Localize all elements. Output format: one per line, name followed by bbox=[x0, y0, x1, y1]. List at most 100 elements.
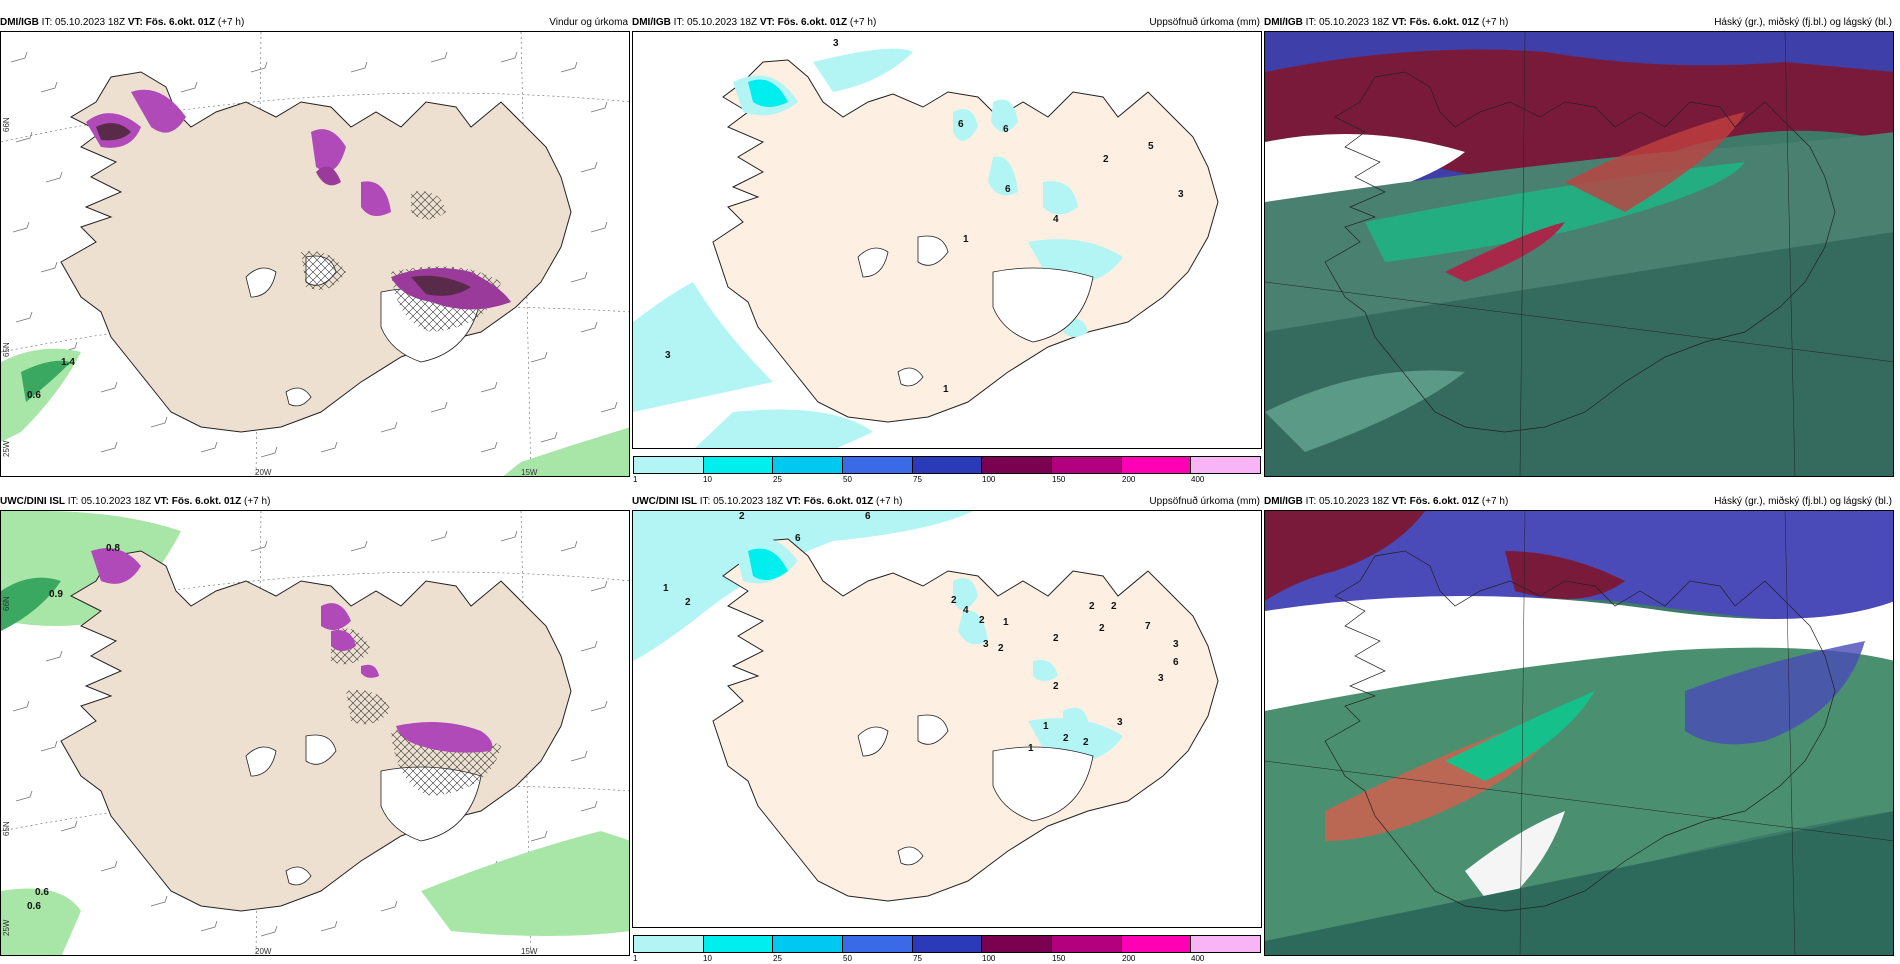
init-time-label: IT: bbox=[41, 17, 53, 28]
colorbar-tick: 200 bbox=[1122, 475, 1136, 484]
panel-header: DMI/IGB IT: 05.10.2023 18Z VT: Fös. 6.ok… bbox=[632, 14, 1262, 31]
colorbar-ticks: 1 10 25 50 75 100 150 200 400 bbox=[632, 954, 1262, 964]
valid-time: Fös. 6.okt. 01Z bbox=[803, 496, 874, 507]
mid-cloud bbox=[1685, 641, 1865, 745]
precip-value: 1 bbox=[1028, 743, 1034, 754]
valid-time-label: VT: bbox=[759, 17, 775, 28]
valid-time-label: VT: bbox=[127, 17, 143, 28]
colorbar-tick: 50 bbox=[843, 475, 852, 484]
lat-label: 65N bbox=[2, 342, 11, 357]
valid-time: Fös. 6.okt. 01Z bbox=[1409, 17, 1480, 28]
precip-value: 6 bbox=[795, 533, 801, 544]
precip-value: 6 bbox=[958, 119, 964, 130]
colorbar-tick: 1 bbox=[633, 954, 638, 963]
colorbar-ticks: 1 10 25 50 75 100 150 200 400 bbox=[632, 475, 1262, 485]
precip-value: 3 bbox=[1117, 717, 1123, 728]
lon-label: 25W bbox=[2, 919, 11, 936]
precip-value: 6 bbox=[1005, 184, 1011, 195]
colorbar-cell bbox=[634, 457, 704, 473]
init-time-label: IT: bbox=[1305, 17, 1317, 28]
precip-value: 3 bbox=[1158, 673, 1164, 684]
precip-value: 2 bbox=[739, 511, 745, 522]
lat-label: 65N bbox=[2, 821, 11, 836]
low-cloud bbox=[1265, 132, 1893, 332]
precip-value: 3 bbox=[1178, 189, 1184, 200]
panel-header: UWC/DINI ISL IT: 05.10.2023 18Z VT: Fös.… bbox=[0, 493, 630, 510]
colorbar-tick: 10 bbox=[703, 954, 712, 963]
precip-value: 4 bbox=[963, 605, 969, 616]
colorbar-tick: 150 bbox=[1052, 475, 1066, 484]
valid-time: Fös. 6.okt. 01Z bbox=[777, 17, 848, 28]
colorbar: 1 10 25 50 75 100 150 200 400 bbox=[632, 935, 1262, 963]
colorbar-cell bbox=[982, 457, 1053, 473]
precip-value: 1 bbox=[1043, 721, 1049, 732]
model-name: UWC/DINI ISL bbox=[0, 496, 65, 507]
high-cloud bbox=[1445, 222, 1565, 282]
precip-value: 6 bbox=[1173, 657, 1179, 668]
model-name: DMI/IGB bbox=[1264, 17, 1303, 28]
precip-value: 0.8 bbox=[106, 543, 120, 554]
colorbar-tick: 150 bbox=[1052, 954, 1066, 963]
precip-value: 1.4 bbox=[61, 357, 75, 368]
colorbar-tick: 50 bbox=[843, 954, 852, 963]
precip-value: 1 bbox=[1003, 617, 1009, 628]
precip-area bbox=[633, 511, 973, 661]
region-borders bbox=[1265, 511, 1893, 955]
map-wind-precip: 66N 65N 25W 20W 15W 0.6 1.4 bbox=[0, 31, 630, 477]
precip-area bbox=[748, 548, 788, 580]
init-time: 05.10.2023 18Z bbox=[1319, 496, 1390, 507]
precip-value: 0.9 bbox=[49, 589, 63, 600]
colorbar-cell bbox=[843, 936, 913, 952]
lon-label: 20W bbox=[255, 468, 272, 477]
precip-value: 2 bbox=[1111, 601, 1117, 612]
panel-wind-precip-uwc: UWC/DINI ISL IT: 05.10.2023 18Z VT: Fös.… bbox=[0, 493, 630, 963]
lon-label: 15W bbox=[521, 947, 538, 956]
precip-value: 2 bbox=[1083, 737, 1089, 748]
region-borders bbox=[1265, 32, 1893, 476]
colorbar-tick: 25 bbox=[773, 475, 782, 484]
valid-time-label: VT: bbox=[153, 496, 169, 507]
colorbar-cell bbox=[1191, 457, 1261, 473]
lead-time: (+7 h) bbox=[876, 496, 903, 507]
precip-value: 1 bbox=[963, 234, 969, 245]
precip-value: 2 bbox=[979, 615, 985, 626]
panel-title: Vindur og úrkoma bbox=[549, 17, 628, 28]
valid-time: Fös. 6.okt. 01Z bbox=[171, 496, 242, 507]
lon-label: 20W bbox=[255, 947, 272, 956]
init-time: 05.10.2023 18Z bbox=[81, 496, 152, 507]
map-clouds bbox=[1264, 510, 1894, 956]
map-accum-precip: 3 6 6 6 2 5 3 4 1 1 3 bbox=[632, 31, 1262, 449]
precip-area bbox=[695, 409, 873, 448]
panel-title: Háský (gr.), miðský (fj.bl.) og lágský (… bbox=[1714, 17, 1892, 28]
precip-value: 2 bbox=[1103, 154, 1109, 165]
model-name: DMI/IGB bbox=[1264, 496, 1303, 507]
init-time: 05.10.2023 18Z bbox=[1319, 17, 1390, 28]
precip-area bbox=[1, 577, 61, 631]
colorbar-tick: 200 bbox=[1122, 954, 1136, 963]
init-time-label: IT: bbox=[673, 17, 685, 28]
high-cloud bbox=[1505, 551, 1625, 599]
low-cloud bbox=[1265, 811, 1893, 955]
colorbar-cell bbox=[634, 936, 704, 952]
colorbar-cells bbox=[633, 935, 1261, 953]
colorbar-tick: 100 bbox=[982, 475, 996, 484]
clear-area bbox=[1465, 811, 1565, 911]
colorbar-cell bbox=[1191, 936, 1261, 952]
panel-wind-precip-dmi: DMI/IGB IT: 05.10.2023 18Z VT: Fös. 6.ok… bbox=[0, 14, 630, 484]
precip-value: 6 bbox=[1003, 124, 1009, 135]
precip-value: 2 bbox=[1089, 601, 1095, 612]
precip-value: 2 bbox=[1099, 623, 1105, 634]
map-wind-precip: 66N 65N 25W 20W 15W 0.8 0.9 0.6 0.6 bbox=[0, 510, 630, 956]
precip-value: 4 bbox=[1053, 214, 1059, 225]
precip-value: 2 bbox=[1063, 733, 1069, 744]
precip-value: 5 bbox=[1148, 141, 1154, 152]
precip-value: 2 bbox=[951, 595, 957, 606]
panel-header: UWC/DINI ISL IT: 05.10.2023 18Z VT: Fös.… bbox=[632, 493, 1262, 510]
precip-value: 3 bbox=[833, 38, 839, 49]
panel-title: Uppsöfnuð úrkoma (mm) bbox=[1149, 496, 1260, 507]
heavy-precip bbox=[91, 548, 493, 753]
lat-label: 66N bbox=[2, 596, 11, 611]
precip-value: 3 bbox=[983, 639, 989, 650]
precip-area bbox=[21, 360, 71, 402]
land-iceland bbox=[712, 59, 1219, 423]
